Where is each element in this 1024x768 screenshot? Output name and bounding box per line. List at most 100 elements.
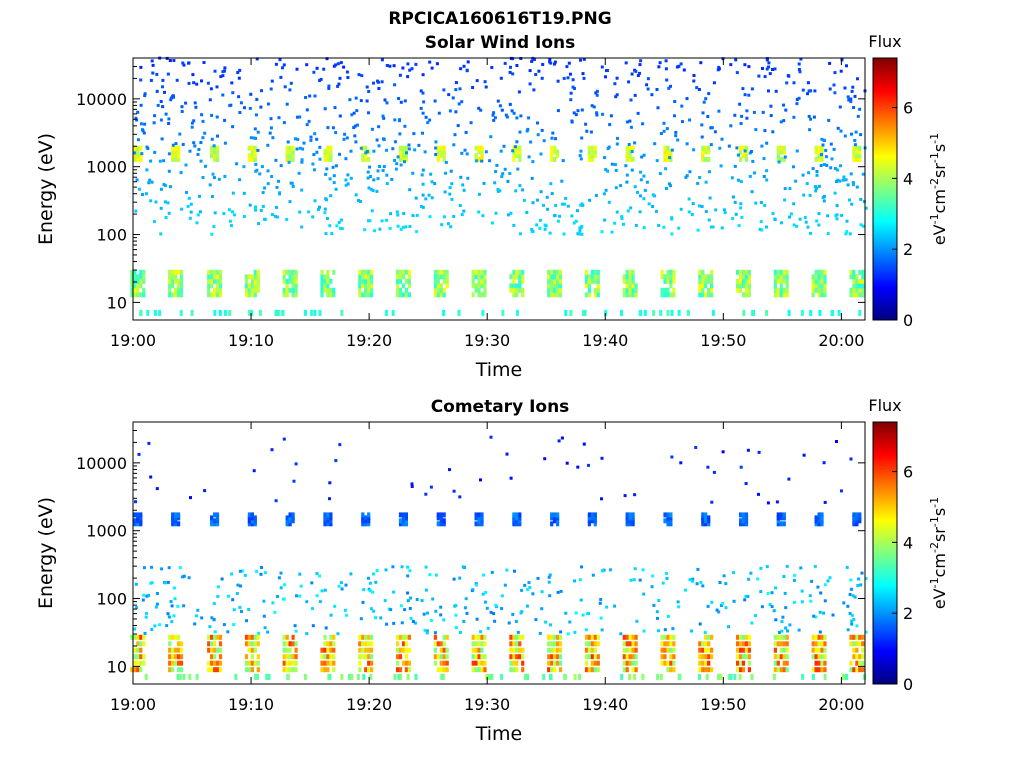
heatmap-cell xyxy=(329,153,333,159)
heatmap-cell xyxy=(509,667,513,673)
heatmap-cell xyxy=(364,156,368,162)
heatmap-cell xyxy=(659,132,663,135)
heatmap-cell xyxy=(688,118,692,122)
heatmap-cell xyxy=(358,292,362,298)
heatmap-cell xyxy=(525,604,529,608)
heatmap-cell xyxy=(622,274,626,280)
heatmap-cell xyxy=(218,283,223,289)
heatmap-cell xyxy=(739,667,743,673)
heatmap-cell xyxy=(171,153,175,159)
heatmap-cell xyxy=(392,64,396,68)
heatmap-cell xyxy=(663,156,667,162)
heatmap-cell xyxy=(201,136,205,140)
heatmap-cell xyxy=(855,647,859,653)
heatmap-cell xyxy=(829,142,833,146)
heatmap-cell xyxy=(404,521,408,527)
heatmap-cell xyxy=(670,148,674,152)
heatmap-cell xyxy=(808,89,812,93)
heatmap-cell xyxy=(494,211,498,215)
heatmap-cell xyxy=(172,59,176,62)
heatmap-cell xyxy=(486,626,490,630)
heatmap-cell xyxy=(259,209,263,212)
heatmap-cell xyxy=(404,641,408,647)
heatmap-cell xyxy=(413,148,417,152)
heatmap-cell xyxy=(550,515,554,521)
heatmap-cell xyxy=(590,104,594,108)
heatmap-cell xyxy=(285,660,289,666)
heatmap-cell xyxy=(507,213,510,217)
heatmap-cell xyxy=(207,634,211,640)
heatmap-cell xyxy=(701,515,705,521)
heatmap-cell xyxy=(518,184,522,188)
heatmap-cell xyxy=(215,85,219,89)
heatmap-cell xyxy=(511,57,515,61)
heatmap-cell xyxy=(477,106,481,110)
heatmap-cell xyxy=(285,102,289,106)
heatmap-cell xyxy=(795,102,799,106)
heatmap-cell xyxy=(147,181,151,185)
heatmap-cell xyxy=(439,518,443,524)
heatmap-cell xyxy=(244,292,249,298)
heatmap-cell xyxy=(339,226,342,230)
heatmap-cell xyxy=(724,606,728,610)
heatmap-cell xyxy=(213,287,217,293)
heatmap-cell xyxy=(625,180,629,184)
heatmap-cell xyxy=(858,654,862,660)
heatmap-cell xyxy=(180,207,184,211)
heatmap-cell xyxy=(142,641,146,647)
heatmap-cell xyxy=(553,274,557,280)
heatmap-cell xyxy=(584,269,589,275)
heatmap-cell xyxy=(458,576,462,580)
heatmap-cell xyxy=(642,629,646,633)
heatmap-cell xyxy=(355,109,359,113)
heatmap-cell xyxy=(256,641,260,647)
heatmap-cell xyxy=(180,105,184,109)
heatmap-cell xyxy=(515,287,519,293)
heatmap-cell xyxy=(591,573,595,577)
heatmap-cell xyxy=(514,189,518,193)
heatmap-cell xyxy=(785,81,789,85)
heatmap-cell xyxy=(396,647,400,653)
heatmap-cell xyxy=(193,144,197,148)
heatmap-cell xyxy=(210,278,214,284)
heatmap-cell xyxy=(393,673,397,680)
heatmap-cell xyxy=(652,309,656,316)
heatmap-cell xyxy=(848,198,851,202)
heatmap-cell xyxy=(704,512,708,518)
heatmap-cell xyxy=(404,512,408,518)
heatmap-cell xyxy=(474,521,478,527)
heatmap-cell xyxy=(670,309,674,316)
heatmap-cell xyxy=(139,103,143,107)
heatmap-cell xyxy=(804,220,808,224)
heatmap-cell xyxy=(285,521,289,527)
heatmap-cell xyxy=(163,200,167,204)
heatmap-cell xyxy=(746,448,750,452)
heatmap-cell xyxy=(849,274,853,280)
heatmap-cell xyxy=(471,654,475,660)
heatmap-cell xyxy=(445,667,449,673)
heatmap-cell xyxy=(702,100,706,104)
heatmap-cell xyxy=(442,634,446,640)
heatmap-cell xyxy=(596,641,600,647)
figure-title: RPCICA160616T19.PNG xyxy=(388,9,611,29)
heatmap-cell xyxy=(817,283,821,289)
heatmap-cell xyxy=(547,641,551,647)
heatmap-cell xyxy=(360,74,364,78)
heatmap-cell xyxy=(396,634,400,640)
heatmap-cell xyxy=(500,175,504,179)
heatmap-cell xyxy=(318,157,322,161)
heatmap-cell xyxy=(303,673,307,680)
heatmap-cell xyxy=(669,647,673,653)
heatmap-cell xyxy=(406,591,409,595)
heatmap-cell xyxy=(563,202,566,206)
heatmap-cell xyxy=(705,673,709,680)
heatmap-cell xyxy=(440,223,444,227)
heatmap-cell xyxy=(151,71,155,75)
heatmap-cell xyxy=(665,576,669,580)
heatmap-cell xyxy=(216,134,219,138)
heatmap-cell xyxy=(739,274,743,280)
heatmap-cell xyxy=(414,196,418,200)
heatmap-cell xyxy=(350,673,354,680)
heatmap-cell xyxy=(439,660,443,666)
heatmap-cell xyxy=(142,269,146,275)
